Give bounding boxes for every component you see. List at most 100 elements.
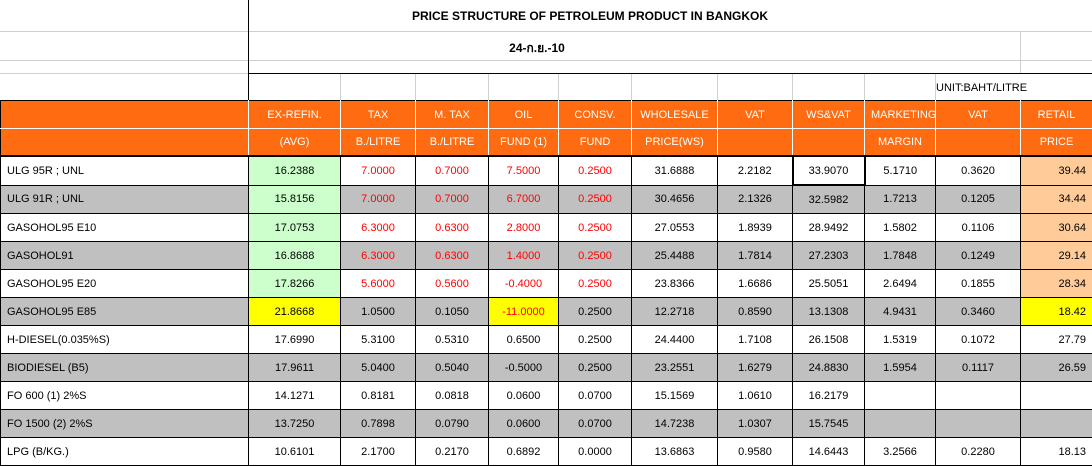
- value-cell: 2.6494: [865, 270, 936, 298]
- value-cell: [865, 382, 936, 410]
- value-cell: 5.3100: [341, 326, 416, 354]
- value-cell: [865, 410, 936, 438]
- value-cell: 27.2303: [793, 242, 865, 270]
- value-cell: 1.5319: [865, 326, 936, 354]
- product-name: BIODIESEL (B5): [1, 354, 249, 382]
- value-cell: 0.5600: [416, 270, 489, 298]
- value-cell: -0.4000: [489, 270, 559, 298]
- value-cell: 1.4000: [489, 242, 559, 270]
- value-cell: 0.1249: [936, 242, 1021, 270]
- value-cell: 4.9431: [865, 298, 936, 326]
- value-cell: 0.1072: [936, 326, 1021, 354]
- product-name: LPG (B/KG.): [1, 438, 249, 466]
- header-cell: M. TAX: [416, 101, 489, 129]
- value-cell: 7.5000: [489, 156, 559, 185]
- value-cell: 32.5982: [793, 185, 865, 214]
- value-cell: 0.2500: [559, 214, 632, 242]
- value-cell: 0.2500: [559, 354, 632, 382]
- product-name: ULG 95R ; UNL: [1, 156, 249, 185]
- value-cell: 30.4656: [632, 185, 718, 214]
- title-zone: PRICE STRUCTURE OF PETROLEUM PRODUCT IN …: [0, 0, 1092, 100]
- unit-label: UNIT:BAHT/LITRE: [936, 82, 1027, 94]
- value-cell: 25.4488: [632, 242, 718, 270]
- value-cell: 2.2182: [718, 156, 793, 185]
- value-cell: 1.5954: [865, 354, 936, 382]
- value-cell: -11.0000: [489, 298, 559, 326]
- value-cell: 26.1508: [793, 326, 865, 354]
- value-cell: 1.0307: [718, 410, 793, 438]
- value-cell: 1.0500: [341, 298, 416, 326]
- header-cell: VAT: [936, 101, 1021, 129]
- header-row-bottom: (AVG) B./LITRE B./LITRE FUND (1) FUND PR…: [1, 129, 1092, 157]
- grid-line: [0, 60, 1092, 61]
- grid-line: [631, 74, 632, 100]
- header-cell: (AVG): [249, 129, 341, 157]
- value-cell: 28.9492: [793, 214, 865, 242]
- product-name: FO 600 (1) 2%S: [1, 382, 249, 410]
- header-cell: RETAIL: [1021, 101, 1092, 129]
- value-cell: 7.0000: [341, 185, 416, 214]
- value-cell: 0.0600: [489, 382, 559, 410]
- product-name: GASOHOL95 E20: [1, 270, 249, 298]
- value-cell: 0.6300: [416, 214, 489, 242]
- value-cell: 1.6686: [718, 270, 793, 298]
- header-cell: PRICE(WS): [632, 129, 718, 157]
- value-cell: 34.44: [1021, 185, 1092, 214]
- value-cell: 14.6443: [793, 438, 865, 466]
- value-cell: 5.0400: [341, 354, 416, 382]
- value-cell: 6.3000: [341, 214, 416, 242]
- grid-line: [1020, 31, 1021, 73]
- value-cell: 23.2551: [632, 354, 718, 382]
- value-cell: 14.1271: [249, 382, 341, 410]
- header-cell: OIL: [489, 101, 559, 129]
- value-cell: 1.7213: [865, 185, 936, 214]
- header-cell: EX-REFIN.: [249, 101, 341, 129]
- value-cell: [1021, 382, 1092, 410]
- value-cell: [936, 410, 1021, 438]
- value-cell: 39.44: [1021, 156, 1092, 185]
- value-cell: 16.2179: [793, 382, 865, 410]
- value-cell: 0.5310: [416, 326, 489, 354]
- header-cell: VAT: [718, 101, 793, 129]
- value-cell: 6.3000: [341, 242, 416, 270]
- value-cell: 0.2500: [559, 270, 632, 298]
- header-cell: TAX: [341, 101, 416, 129]
- frame-line: [248, 73, 1092, 74]
- value-cell: 25.5051: [793, 270, 865, 298]
- value-cell: 15.7545: [793, 410, 865, 438]
- value-cell: 26.59: [1021, 354, 1092, 382]
- header-cell: FUND (1): [489, 129, 559, 157]
- product-name: H-DIESEL(0.035%S): [1, 326, 249, 354]
- value-cell: 16.8688: [249, 242, 341, 270]
- header-row-top: EX-REFIN. TAX M. TAX OIL CONSV. WHOLESAL…: [1, 101, 1092, 129]
- value-cell: 0.7000: [416, 156, 489, 185]
- product-name: GASOHOL91: [1, 242, 249, 270]
- value-cell: 0.6892: [489, 438, 559, 466]
- value-cell: 12.2718: [632, 298, 718, 326]
- value-cell: 29.14: [1021, 242, 1092, 270]
- value-cell: 0.3460: [936, 298, 1021, 326]
- grid-line: [415, 74, 416, 100]
- value-cell: 0.2170: [416, 438, 489, 466]
- value-cell: 14.7238: [632, 410, 718, 438]
- value-cell: 17.6990: [249, 326, 341, 354]
- value-cell: 0.3620: [936, 156, 1021, 185]
- value-cell: 0.0600: [489, 410, 559, 438]
- value-cell: 33.9070: [793, 156, 865, 185]
- header-cell: [1, 129, 249, 157]
- value-cell: 3.2566: [865, 438, 936, 466]
- header-cell: MARGIN: [865, 129, 936, 157]
- value-cell: 0.2500: [559, 156, 632, 185]
- value-cell: 1.8939: [718, 214, 793, 242]
- product-name: ULG 91R ; UNL: [1, 185, 249, 214]
- value-cell: 0.8181: [341, 382, 416, 410]
- value-cell: 0.2500: [559, 185, 632, 214]
- value-cell: 0.0790: [416, 410, 489, 438]
- value-cell: 24.4400: [632, 326, 718, 354]
- value-cell: 0.5040: [416, 354, 489, 382]
